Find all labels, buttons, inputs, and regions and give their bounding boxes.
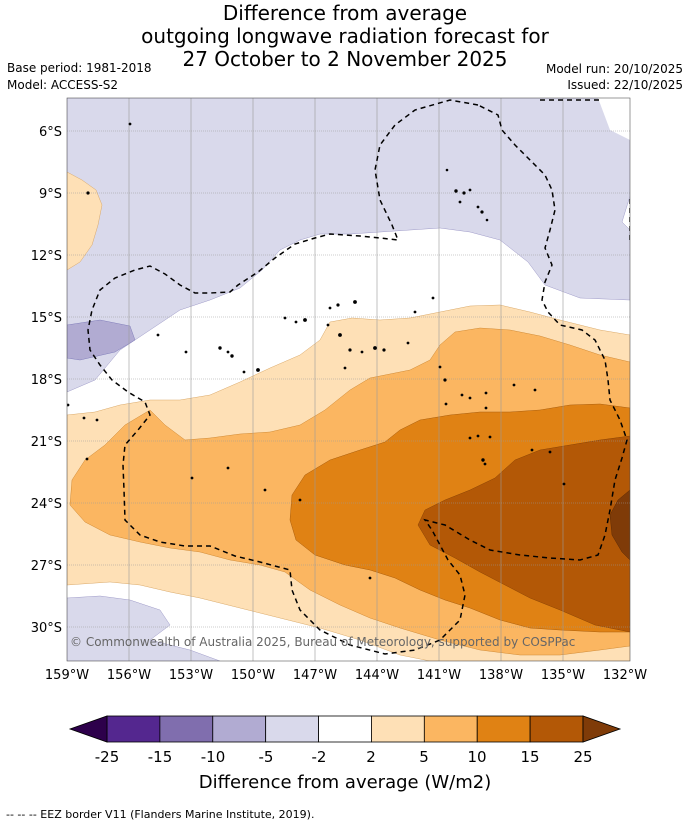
lat-label: 15°S [31,311,62,326]
title-line-1: Difference from average [222,1,468,25]
issued-date: Issued: 22/10/2025 [567,78,683,92]
lat-label: 30°S [31,621,62,636]
eez-legend: -- -- -- EEZ border V11 (Flanders Marine… [6,808,315,821]
eez-borders [87,99,630,655]
lon-label: 153°W [169,668,213,683]
lon-label: 132°W [603,668,647,683]
contour-pos-25 [609,489,630,561]
base-period: Base period: 1981-2018 [7,61,152,75]
contour-pos-15 [417,435,630,633]
colorbar-label: 5 [419,748,429,766]
colorbar-swatch [423,715,478,743]
colorbar-swatch [212,715,267,743]
title-line-2: outgoing longwave radiation forecast for [141,24,549,48]
lat-label: 18°S [31,373,62,388]
map-frame [66,97,631,662]
colorbar-swatch [529,715,584,743]
colorbar-swatch [371,715,425,743]
colorbar-under-arrow [68,715,108,743]
colorbar-label: -10 [201,748,226,766]
lat-label: 12°S [31,249,62,264]
colorbar-label: 25 [573,748,592,766]
colorbar-title: Difference from average (W/m2) [199,772,491,793]
colorbar-label: 2 [366,748,376,766]
colorbar-labels: -25 -15 -10 -5 -2 2 5 10 15 25 [95,748,593,766]
colorbar-swatch [159,715,214,743]
colorbar-swatch [318,715,372,743]
anomaly-map: © Commonwealth of Australia 2025, Bureau… [31,97,647,683]
lat-labels: 6°S 9°S 12°S 15°S 18°S 21°S 24°S 27°S 30… [31,125,62,636]
colorbar-label: -5 [259,748,274,766]
colorbar: -25 -15 -10 -5 -2 2 5 10 15 25 Differenc… [68,715,622,793]
colorbar-swatch [476,715,531,743]
title-line-3: 27 October to 2 November 2025 [182,47,508,71]
contour-west-pos [67,171,103,271]
lat-label: 27°S [31,559,62,574]
lat-label: 6°S [39,125,62,140]
colorbar-label: -15 [148,748,173,766]
lon-label: 150°W [231,668,275,683]
contour-neg-5 [67,319,136,361]
model-run: Model run: 20/10/2025 [545,62,683,76]
lon-label: 144°W [355,668,399,683]
colorbar-swatches [106,715,584,743]
lat-label: 21°S [31,435,62,450]
colorbar-label: 15 [520,748,539,766]
colorbar-label: -2 [312,748,327,766]
lon-labels: 159°W 156°W 153°W 150°W 147°W 144°W 141°… [45,668,647,683]
islands [67,122,566,580]
map-field: © Commonwealth of Australia 2025, Bureau… [67,98,630,661]
colorbar-label: -25 [95,748,120,766]
contour-neg-2 [67,98,630,393]
lon-label: 138°W [479,668,523,683]
colorbar-swatch [106,715,161,743]
graticule [67,98,630,661]
lon-label: 135°W [541,668,585,683]
colorbar-over-arrow [582,715,622,743]
lon-label: 159°W [45,668,89,683]
lon-label: 141°W [417,668,461,683]
lat-label: 24°S [31,497,62,512]
contour-neg-2-south [67,595,221,661]
colorbar-swatch [265,715,319,743]
lat-label: 9°S [39,187,62,202]
copyright-notice: © Commonwealth of Australia 2025, Bureau… [70,635,575,649]
lon-label: 147°W [293,668,337,683]
colorbar-label: 10 [467,748,486,766]
lon-label: 156°W [107,668,151,683]
model-name: Model: ACCESS-S2 [7,78,119,92]
